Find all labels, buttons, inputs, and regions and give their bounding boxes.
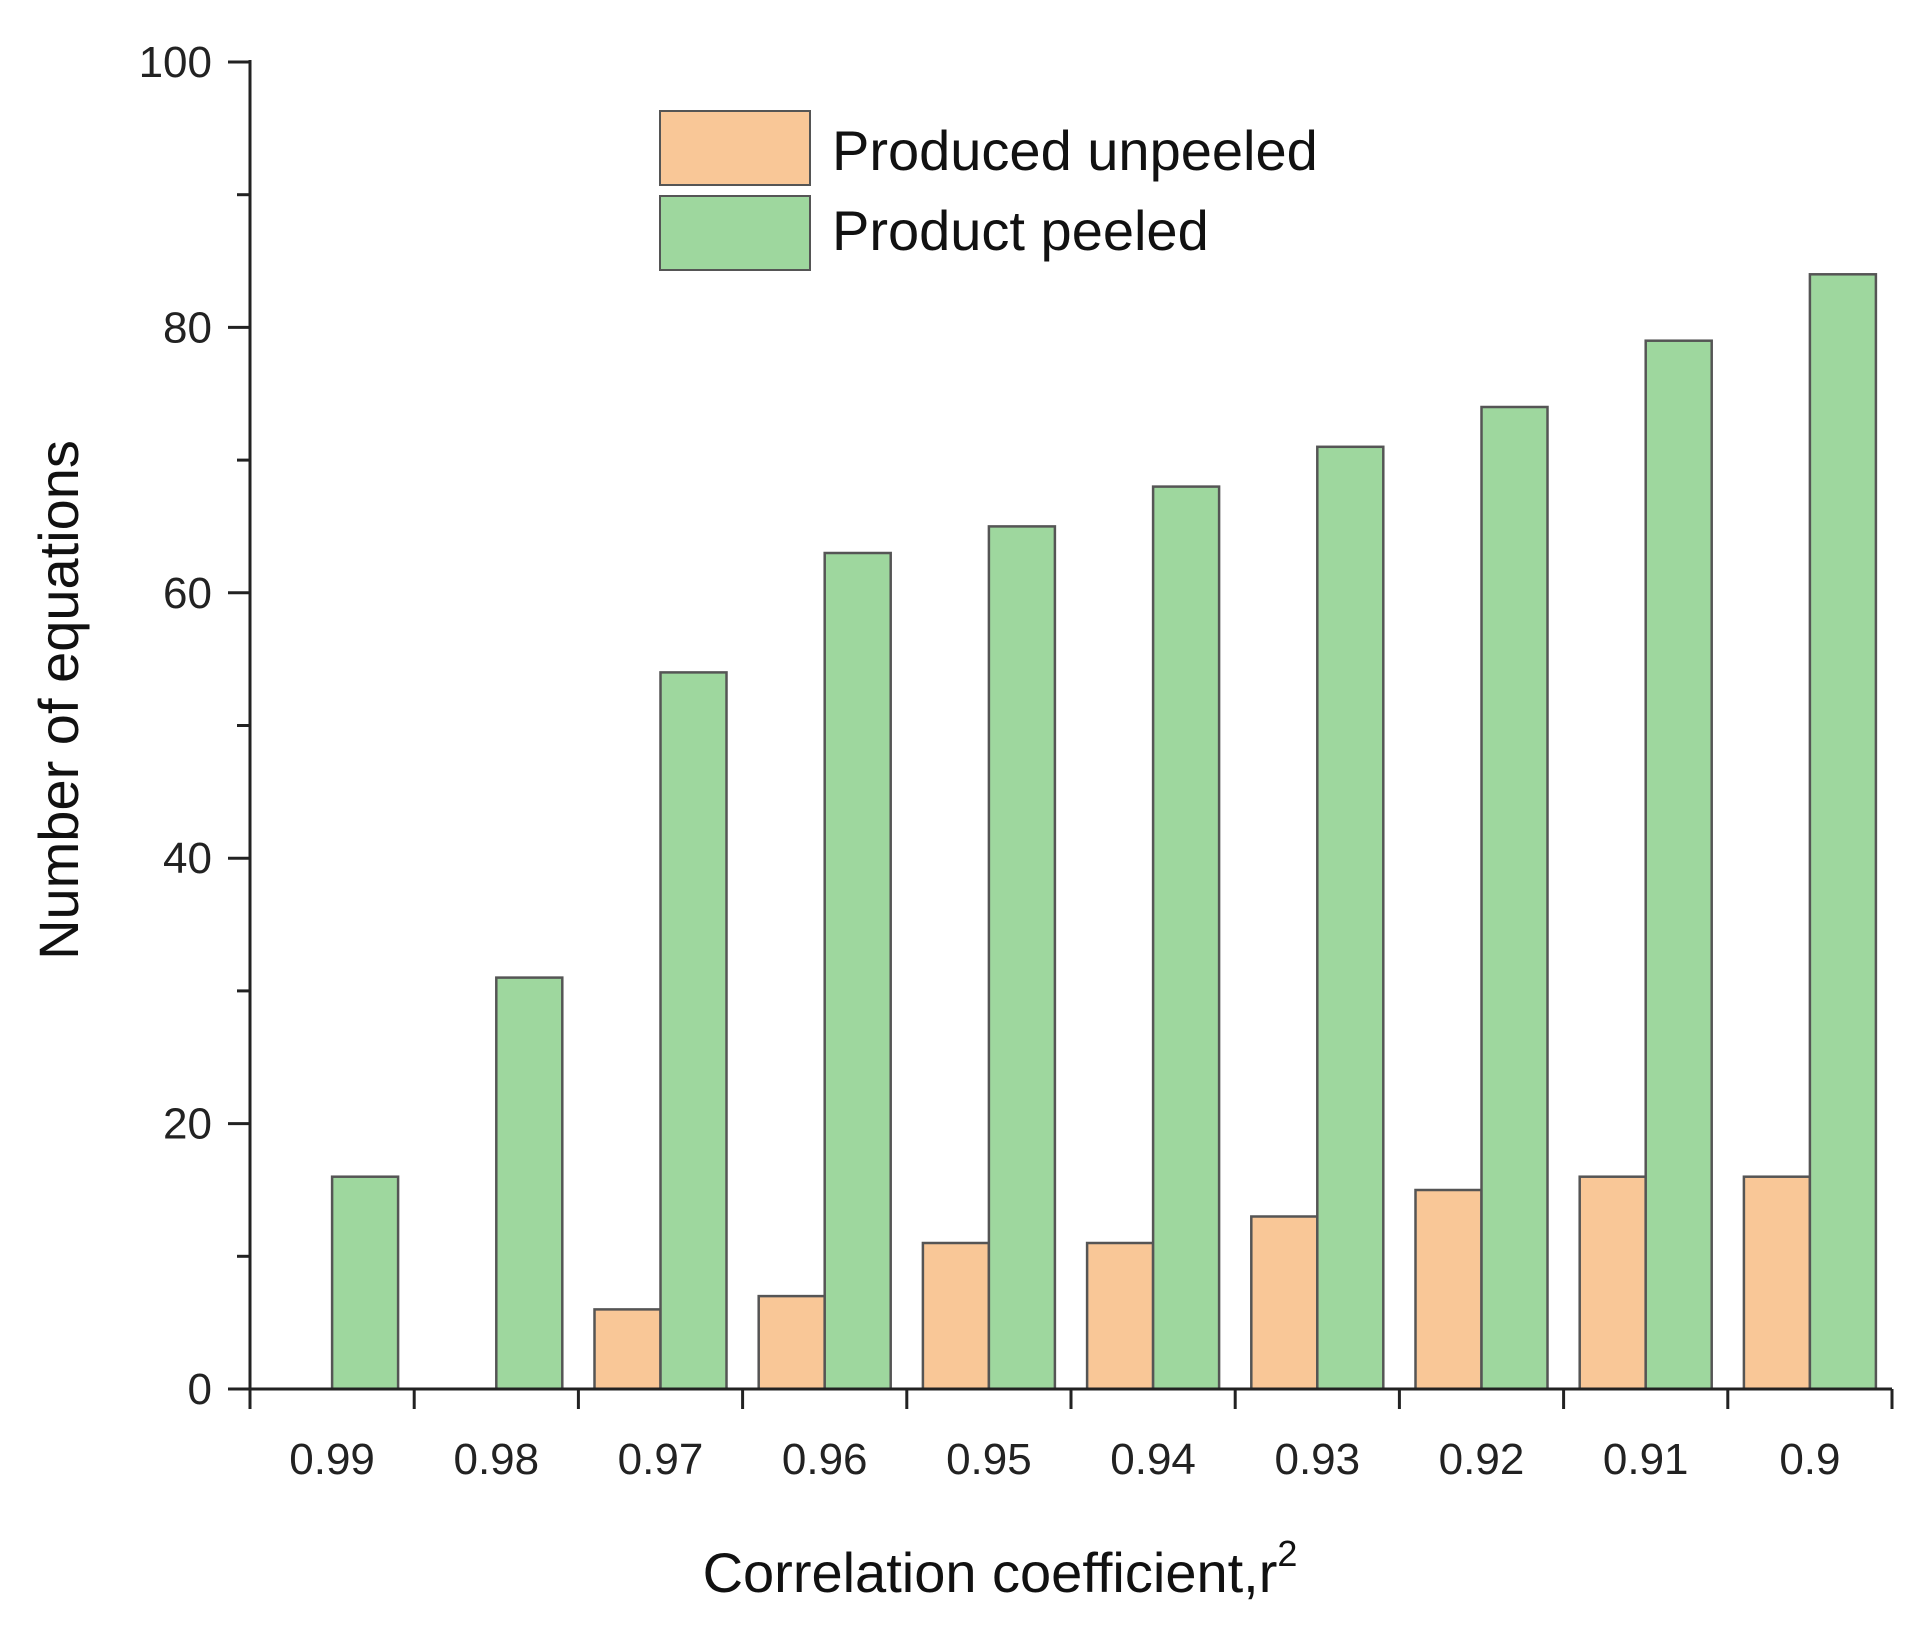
bar-produced-unpeeled-0.95 [921, 1241, 991, 1391]
x-tick-label-0.96: 0.96 [782, 1435, 868, 1484]
x-tick-label-0.99: 0.99 [289, 1435, 375, 1484]
bar-product-peeled-0.92 [1480, 405, 1549, 1391]
x-tick-label-0.95: 0.95 [946, 1435, 1032, 1484]
legend: Produced unpeeled Product peeled [659, 110, 1318, 271]
x-axis-ticks: 0.99 0.98 0.97 0.96 0.95 0.94 0.93 0.92 0.91 0.9 [248, 1389, 1894, 1484]
bar-produced-unpeeled-0.93 [1250, 1215, 1319, 1391]
y-tick-label-80: 80 [163, 303, 212, 352]
legend-swatch-produced-unpeeled [659, 110, 811, 186]
y-tick-label-20: 20 [163, 1100, 212, 1149]
bar-product-peeled-0.91 [1644, 339, 1713, 1391]
x-tick-label-0.94: 0.94 [1110, 1435, 1196, 1484]
bar-product-peeled-0.97 [659, 671, 728, 1391]
y-tick-label-40: 40 [163, 834, 212, 883]
bar-product-peeled-0.94 [1151, 485, 1221, 1391]
legend-label-product-peeled: Product peeled [832, 199, 1209, 262]
x-tick-label-0.97: 0.97 [618, 1435, 704, 1484]
x-tick-label-0.91: 0.91 [1603, 1435, 1689, 1484]
y-tick-label-100: 100 [139, 38, 212, 87]
x-tick-label-0.92: 0.92 [1439, 1435, 1525, 1484]
x-tick-label-0.9: 0.9 [1779, 1435, 1840, 1484]
x-axis-title-main: Correlation coefficient,r [703, 1541, 1278, 1604]
bar-produced-unpeeled-0.94 [1085, 1241, 1155, 1391]
x-tick-label-0.93: 0.93 [1274, 1435, 1360, 1484]
bar-product-peeled-0.95 [987, 525, 1057, 1391]
legend-label-produced-unpeeled: Produced unpeeled [832, 119, 1318, 182]
x-axis-title-superscript: 2 [1277, 1533, 1297, 1574]
legend-swatch-product-peeled [659, 195, 811, 271]
bar-product-peeled-0.96 [823, 551, 892, 1391]
y-tick-label-60: 60 [163, 569, 212, 618]
bar-produced-unpeeled-0.91 [1578, 1175, 1647, 1391]
x-axis-title: Correlation coefficient,r2 [703, 1533, 1298, 1604]
y-tick-label-0: 0 [188, 1365, 212, 1414]
bar-produced-unpeeled-0.92 [1414, 1188, 1483, 1391]
bar-product-peeled-0.93 [1316, 445, 1385, 1391]
bar-product-peeled-0.9 [1808, 273, 1878, 1391]
bars-layer [330, 273, 1878, 1391]
bar-product-peeled-0.99 [330, 1175, 400, 1391]
x-tick-label-0.98: 0.98 [453, 1435, 539, 1484]
y-axis-ticks: 0 20 40 60 80 100 [139, 38, 250, 1414]
bar-produced-unpeeled-0.9 [1742, 1175, 1812, 1391]
y-axis-title: Number of equations [27, 440, 90, 960]
bar-product-peeled-0.98 [495, 976, 564, 1391]
bar-produced-unpeeled-0.97 [593, 1308, 662, 1391]
bar-produced-unpeeled-0.96 [757, 1294, 826, 1391]
